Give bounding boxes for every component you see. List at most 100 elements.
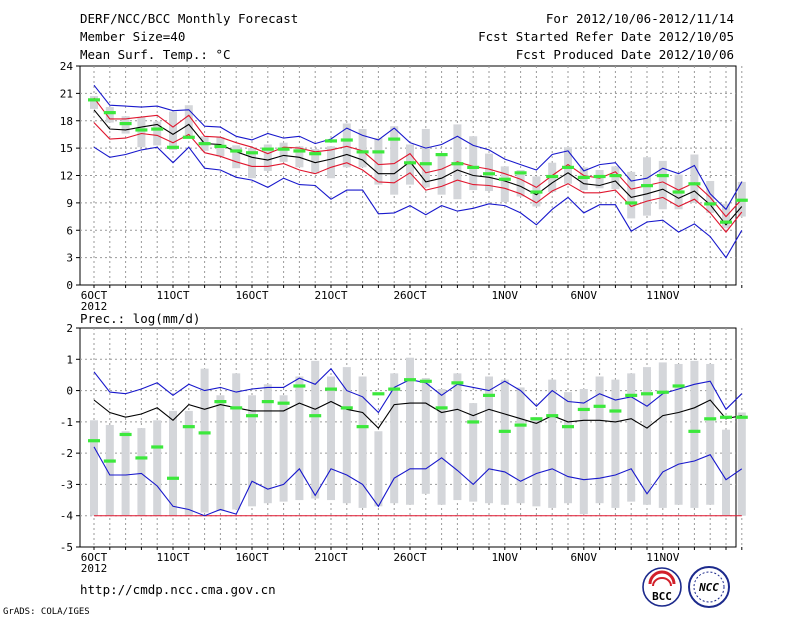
prec-ensemble-box: [263, 384, 272, 504]
prec-ensemble-box: [643, 367, 651, 505]
prec-ensemble-box: [358, 376, 367, 508]
prec-ensemble-box: [153, 420, 162, 516]
temp-ensemble-box: [516, 170, 525, 197]
temp-ensemble-box: [421, 128, 430, 188]
prec-ensemble-box: [516, 387, 525, 504]
temp-observed-marker: [625, 201, 638, 205]
temp-observed-marker: [388, 137, 401, 141]
temp-observed-marker: [277, 147, 290, 151]
temp-observed-marker: [593, 174, 606, 179]
prec-observed-marker: [498, 429, 511, 433]
prec-xtick-label: 6OCT: [81, 551, 108, 564]
temp-xtick-label: 11NOV: [646, 289, 679, 302]
temp-ytick-label: 3: [66, 252, 73, 265]
temp-observed-marker: [230, 149, 243, 153]
prec-ensemble-box: [548, 379, 557, 508]
temp-ensemble-box: [184, 105, 193, 137]
prec-ensemble-box: [232, 373, 241, 510]
prec-ytick-label: -5: [60, 541, 73, 554]
temp-xtick-label: 16OCT: [235, 289, 268, 302]
forecast-period-label: For 2012/10/06-2012/11/14: [546, 11, 734, 26]
prec-year-label: 2012: [81, 562, 108, 575]
temp-series-lower: [93, 122, 743, 233]
temp-xtick-label: 26OCT: [393, 289, 426, 302]
temp-ensemble-box: [263, 144, 272, 171]
prec-ensemble-box: [327, 376, 335, 501]
temp-observed-marker: [214, 144, 227, 148]
prec-observed-marker: [230, 406, 243, 410]
prec-observed-marker: [609, 409, 622, 413]
temp-ensemble-box: [595, 170, 604, 189]
prec-observed-marker: [293, 384, 306, 388]
temperature-panel: 0 3 6 9 12 15 18 21 24 6OCT 11OCT 16OCT 21OCT 26OCT 1N…: [60, 60, 748, 313]
prec-ensemble-box: [595, 376, 604, 504]
prec-plot-frame: [79, 327, 737, 548]
temp-ensemble-box: [279, 142, 288, 162]
temp-observed-marker: [609, 174, 622, 178]
prec-xtick-label: 21OCT: [314, 551, 347, 564]
temp-ytick-label: 0: [66, 279, 73, 292]
prec-observed-marker: [530, 417, 543, 421]
temp-ensemble-box: [311, 149, 320, 174]
prec-observed-marker: [735, 415, 748, 419]
prec-ensemble-box: [200, 368, 209, 513]
prec-ensemble-box: [627, 373, 636, 502]
prec-observed-marker: [325, 387, 337, 391]
prec-observed-marker: [720, 415, 732, 419]
temp-ytick-label: 21: [60, 87, 73, 100]
temp-series-mean: [93, 109, 743, 226]
prec-observed-marker: [167, 476, 179, 480]
temp-observed-marker: [467, 165, 480, 169]
prec-ensemble-box: [453, 373, 462, 501]
prec-observed-marker: [704, 417, 717, 421]
temp-ensemble-box: [169, 111, 177, 150]
prec-observed-marker: [593, 404, 606, 408]
temp-ensemble-box: [374, 138, 383, 185]
prec-ensemble-box: [216, 395, 225, 512]
temp-observed-marker: [704, 202, 717, 206]
temp-ytick-label: 12: [60, 170, 73, 183]
temp-ensemble-box: [627, 171, 636, 219]
temp-ensemble-box: [105, 107, 114, 123]
prec-observed-marker: [577, 407, 590, 412]
prec-observed-marker: [261, 400, 274, 404]
prec-observed-marker: [404, 378, 416, 382]
temp-observed-marker: [356, 150, 369, 154]
prec-xtick-label: 11NOV: [646, 551, 679, 564]
temp-observed-marker: [546, 174, 559, 179]
temp-ytick-label: 15: [60, 142, 73, 155]
temp-observed-marker: [530, 190, 543, 194]
temp-ensemble-box: [390, 126, 399, 195]
prec-xtick-label: 1NOV: [492, 551, 519, 564]
precip-title: Prec.: log(mm/d): [80, 311, 200, 326]
prec-observed-marker: [214, 400, 227, 404]
prec-observed-marker: [562, 425, 574, 429]
prec-observed-marker: [119, 432, 132, 437]
temp-observed-marker: [167, 145, 179, 149]
prec-ensemble-box: [500, 379, 509, 505]
prec-observed-marker: [340, 406, 353, 410]
temp-observed-marker: [340, 138, 353, 142]
temp-observed-marker: [672, 190, 685, 194]
prec-ensemble-box: [137, 428, 146, 516]
temp-observed-marker: [325, 139, 337, 143]
temp-xtick-label: 6OCT: [81, 289, 108, 302]
temp-observed-marker: [514, 171, 527, 175]
prec-series-max: [93, 367, 743, 414]
temp-observed-marker: [656, 174, 669, 178]
prec-ytick-label: 0: [66, 385, 73, 398]
prec-ensemble-box: [722, 429, 730, 516]
prec-observed-marker: [419, 379, 432, 383]
grads-credit: GrADS: COLA/IGES: [3, 607, 90, 617]
prec-ensemble-box: [737, 412, 746, 516]
temp-series-min: [93, 146, 743, 259]
prec-observed-marker: [246, 414, 258, 418]
temp-ensemble-box: [153, 121, 162, 146]
prec-observed-marker: [88, 439, 100, 443]
prec-series-min: [93, 446, 743, 517]
prec-ensemble-box: [184, 410, 193, 516]
prec-observed-marker: [356, 425, 369, 429]
variable-label: Mean Surf. Temp.: °C: [80, 47, 231, 62]
temp-observed-marker: [182, 135, 195, 139]
prec-xtick-label: 6NOV: [571, 551, 598, 564]
